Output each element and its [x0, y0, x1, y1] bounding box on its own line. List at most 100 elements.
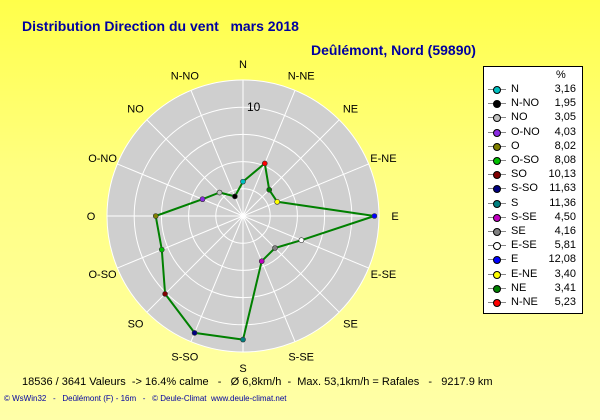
legend-value: 1,95 [554, 97, 576, 110]
direction-label: E-NE [370, 153, 396, 165]
station-name: Deûlémont, Nord (59890) [311, 42, 476, 58]
legend-direction: SE [511, 225, 526, 237]
legend-marker [493, 213, 501, 222]
legend-direction: S-SE [511, 210, 537, 223]
direction-label: N-NO [171, 71, 200, 83]
legend-marker [493, 256, 501, 265]
legend-marker [493, 228, 501, 236]
ring-label: 10 [247, 100, 261, 114]
data-point [371, 213, 378, 219]
legend-item: N-NO 1,95 [484, 97, 582, 111]
grid-spoke [146, 215, 244, 313]
legend-direction: NO [511, 111, 528, 124]
legend-value: 12,08 [548, 253, 576, 266]
legend-marker [493, 114, 501, 123]
direction-label: SO [128, 318, 144, 330]
legend-direction: O [511, 139, 520, 152]
grid-spoke [190, 215, 244, 342]
legend-marker [493, 128, 501, 137]
direction-label: S-SE [288, 351, 314, 363]
legend-direction: E-NE [511, 267, 538, 280]
data-point [266, 186, 273, 193]
legend-value: 3,05 [554, 111, 576, 124]
footer-credits: © WsWin32 - Deûlémont (F) - 16m - © Deul… [4, 394, 287, 403]
data-point [240, 336, 246, 343]
direction-label: N-NE [288, 71, 315, 83]
legend-item: O-NO 4,03 [484, 126, 582, 140]
legend-value: 8,08 [554, 154, 576, 166]
summary-text: 18536 / 3641 Valeurs -> 16.4% calme - Ø … [22, 376, 493, 388]
legend-item: O-SO 8,08 [484, 154, 582, 168]
legend-item: N-NE 5,23 [484, 296, 582, 310]
data-point [199, 196, 206, 203]
direction-label: S [239, 363, 246, 375]
data-point [158, 246, 165, 253]
legend-marker [493, 157, 501, 165]
data-point [191, 330, 198, 336]
data-point [274, 199, 280, 205]
grid-spoke [242, 215, 340, 313]
grid-spoke [146, 119, 244, 217]
data-point [152, 213, 159, 219]
data-point [258, 258, 265, 265]
legend-marker [493, 142, 501, 151]
direction-label: E [391, 211, 398, 223]
direction-label: S-SO [171, 351, 198, 363]
data-point [232, 193, 238, 200]
legend-direction: NE [511, 281, 527, 294]
legend-direction: SO [511, 168, 527, 181]
data-point [298, 237, 305, 243]
data-point [240, 178, 246, 185]
legend-marker [493, 100, 501, 109]
grid-spoke [117, 215, 244, 269]
legend-direction: O-SO [511, 154, 540, 166]
data-point [162, 291, 168, 297]
legend-header: % [556, 69, 566, 81]
legend-item: E-NE 3,40 [484, 268, 582, 282]
legend-item: S-SO 11,63 [484, 182, 582, 196]
data-point [272, 245, 278, 251]
direction-label: O [87, 211, 96, 223]
direction-label: N [239, 59, 247, 71]
legend-marker [493, 185, 501, 194]
legend-value: 10,13 [548, 168, 576, 181]
direction-label: SE [343, 318, 358, 330]
legend-value: 3,41 [554, 281, 576, 294]
legend-value: 11,63 [549, 182, 576, 195]
grid-spoke [117, 163, 244, 217]
direction-label: O-SO [89, 269, 118, 281]
grid-spoke [242, 215, 296, 342]
grid-spoke [242, 90, 296, 217]
legend-value: 4,50 [554, 210, 576, 223]
legend-item: E-SE 5,81 [484, 239, 582, 253]
legend-direction: E [511, 253, 519, 266]
legend-value: 4,03 [554, 125, 576, 138]
legend-marker [493, 299, 501, 307]
data-point [261, 160, 268, 167]
direction-label: NE [343, 104, 358, 116]
legend-item: NE 3,41 [484, 282, 582, 296]
legend-item: E 12,08 [484, 253, 582, 267]
legend-value: 4,16 [554, 225, 576, 237]
legend-marker [493, 171, 501, 180]
legend-value: 11,36 [549, 196, 576, 209]
legend-direction: E-SE [511, 239, 537, 252]
grid-spoke [242, 119, 340, 217]
legend-item: N 3,16 [484, 83, 582, 97]
legend-value: 8,02 [554, 139, 576, 152]
legend-item: O 8,02 [484, 140, 582, 154]
legend-item: SE 4,16 [484, 225, 582, 239]
legend-item: NO 3,05 [484, 111, 582, 125]
legend: % N 3,16 N-NO 1,95 NO 3,05 O-NO 4,03 O 8,02 O-SO 8,… [483, 66, 583, 314]
legend-value: 5,81 [554, 239, 576, 252]
grid-spoke [242, 163, 369, 217]
legend-direction: N-NO [511, 97, 540, 110]
legend-marker [493, 86, 501, 94]
legend-item: SO 10,13 [484, 168, 582, 182]
legend-direction: O-NO [511, 125, 540, 138]
legend-marker [493, 270, 501, 279]
legend-direction: N-NE [511, 296, 538, 308]
legend-direction: S [511, 196, 519, 209]
legend-direction: S-SO [511, 182, 538, 195]
